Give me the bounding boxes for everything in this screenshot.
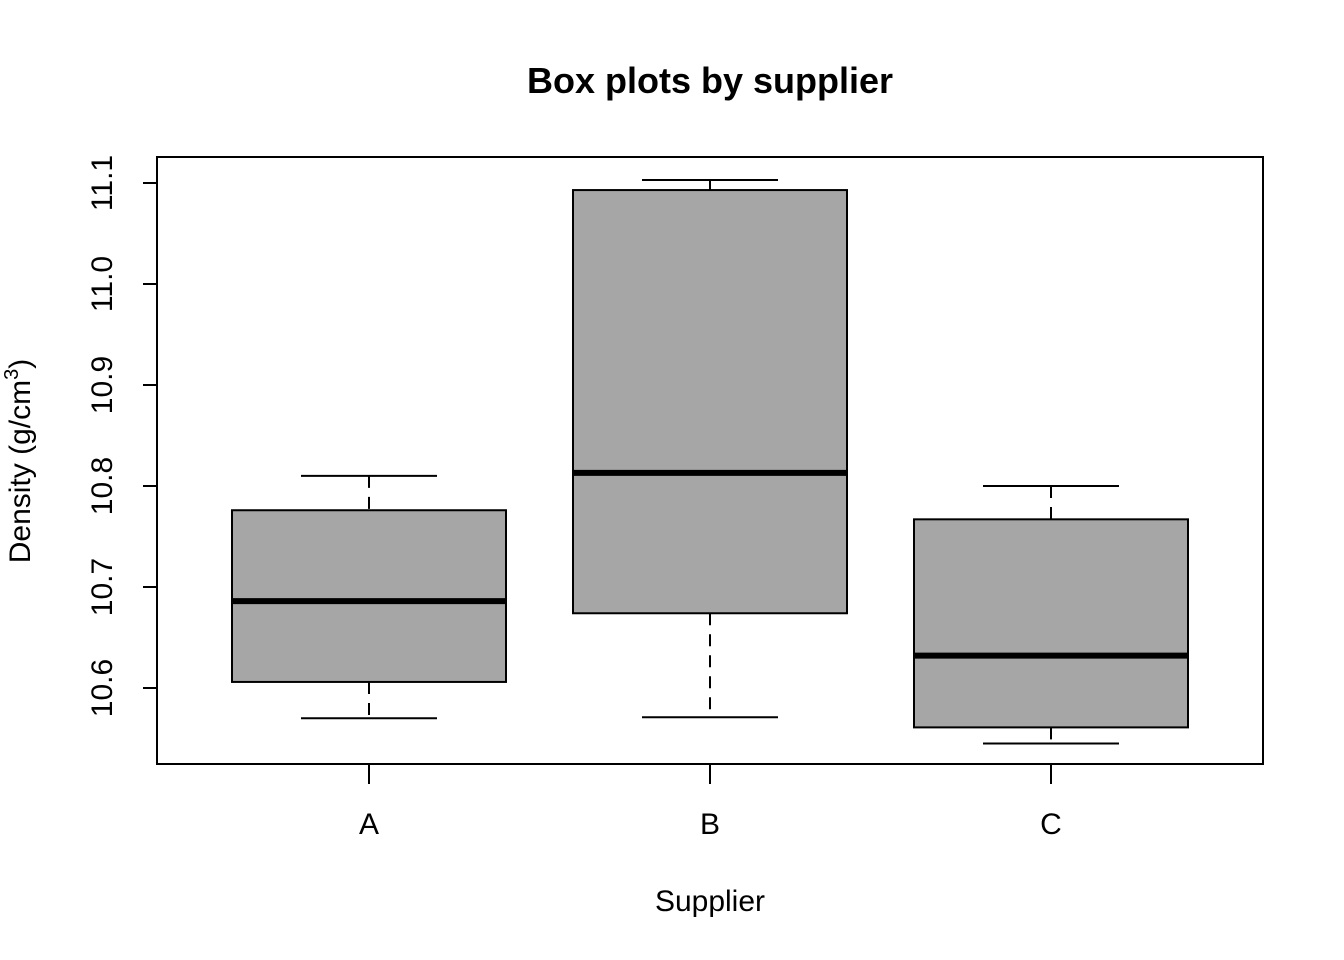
y-tick-label: 10.8 <box>86 457 119 515</box>
box <box>231 509 507 683</box>
y-tick-label: 11.1 <box>86 155 119 211</box>
x-tick-label: B <box>700 808 720 841</box>
box <box>913 518 1189 729</box>
y-tick-label: 10.7 <box>86 558 119 616</box>
x-axis-label: Supplier <box>655 885 765 918</box>
y-tick-label: 10.9 <box>86 356 119 414</box>
y-axis-label-close: ) <box>4 359 37 369</box>
y-tick-label: 10.6 <box>86 659 119 717</box>
x-tick-label: C <box>1040 808 1062 841</box>
box-group-b <box>572 178 848 719</box>
box-group-c <box>913 485 1189 745</box>
y-tick-label: 11.0 <box>86 256 119 312</box>
y-axis: 10.6 10.7 10.8 10.9 11.0 11.1 <box>86 155 158 717</box>
box-group-a <box>231 474 507 720</box>
y-axis-label: Density (g/cm3) <box>1 359 37 564</box>
box <box>572 189 848 615</box>
box-series <box>231 178 1189 745</box>
x-tick-label: A <box>359 808 379 841</box>
y-axis-label-superscript: 3 <box>1 369 23 380</box>
x-axis: A B C <box>359 764 1062 841</box>
y-axis-label-main: Density (g/cm <box>4 380 37 563</box>
chart-title: Box plots by supplier <box>527 60 893 101</box>
